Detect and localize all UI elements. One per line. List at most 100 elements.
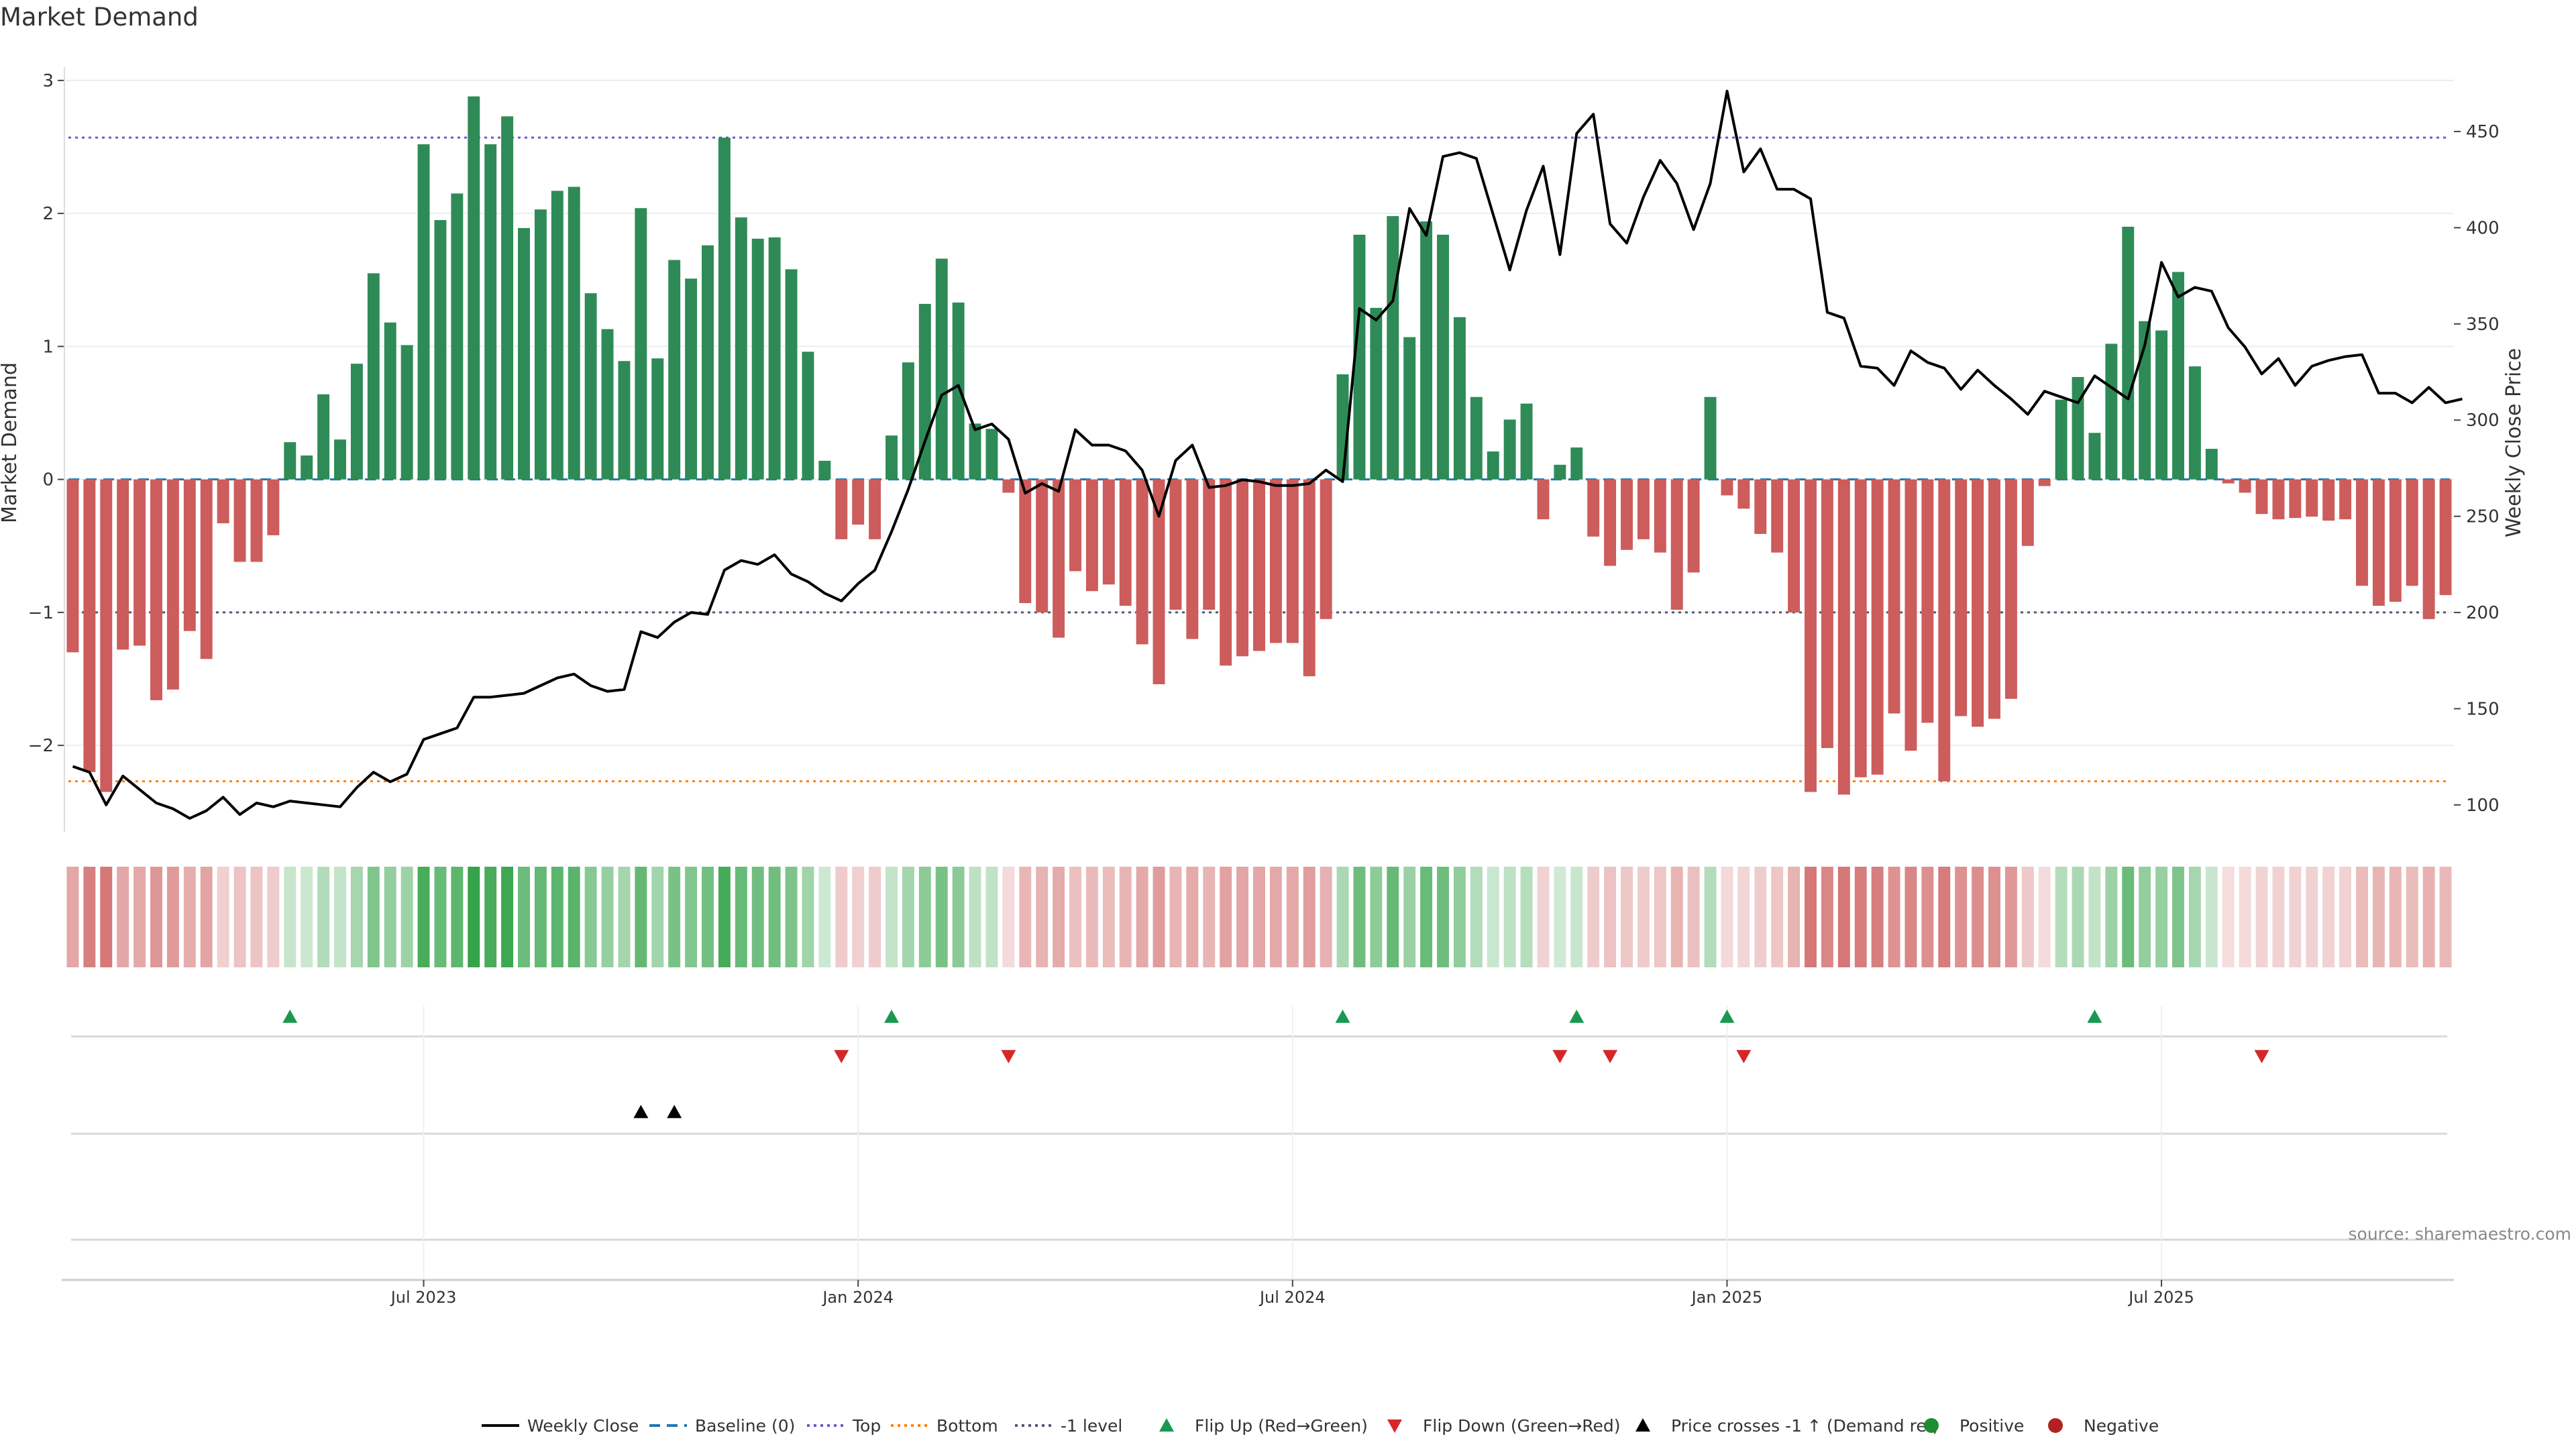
heat-strip-cell <box>935 867 948 967</box>
demand-bar <box>1570 447 1583 480</box>
price-cross-marker <box>633 1105 649 1118</box>
heat-strip-cell <box>1286 867 1299 967</box>
legend-item-label: Bottom <box>936 1416 998 1436</box>
demand-bar <box>618 361 631 480</box>
heat-strip-cell <box>1670 867 1683 967</box>
demand-bar <box>735 217 747 480</box>
heat-strip-cell <box>1169 867 1182 967</box>
heat-strip-cell <box>1119 867 1132 967</box>
heat-strip-cell <box>384 867 396 967</box>
x-tick-label: Jul 2024 <box>1258 1288 1326 1307</box>
x-tick-label: Jul 2025 <box>2127 1288 2194 1307</box>
heat-strip-cell <box>718 867 731 967</box>
demand-bar <box>468 96 480 480</box>
heat-strip-cell <box>2406 867 2418 967</box>
demand-bar <box>1921 479 1934 723</box>
demand-bar <box>1854 479 1867 777</box>
heat-strip-cell <box>1336 867 1349 967</box>
demand-bar <box>1754 479 1767 534</box>
heat-strip-cell <box>1470 867 1483 967</box>
demand-bar <box>785 269 798 480</box>
demand-bar <box>1721 479 1733 496</box>
demand-bar <box>1871 479 1884 775</box>
heat-strip-cell <box>417 867 430 967</box>
demand-bars <box>66 96 2452 795</box>
x-tick-label: Jan 2024 <box>821 1288 894 1307</box>
y-axis-label-left: Market Demand <box>0 362 21 523</box>
heat-strip-cell <box>1621 867 1633 967</box>
flip-down-marker <box>2254 1050 2269 1063</box>
demand-bar <box>1253 479 1265 651</box>
heat-strip-cell <box>2021 867 2034 967</box>
heat-strip-cell <box>1737 867 1750 967</box>
heat-strip-cell <box>551 867 564 967</box>
demand-bar <box>2172 272 2184 480</box>
x-axis: Jul 2023 Jan 2024 Jul 2024 Jan 2025 Jul 2025 <box>62 1279 2454 1307</box>
heat-strip-cell <box>2306 867 2318 967</box>
heat-strip-cell <box>969 867 981 967</box>
demand-bar <box>534 209 547 480</box>
demand-bar <box>1269 479 1282 643</box>
demand-bar <box>1470 396 1483 480</box>
demand-bar <box>400 345 413 480</box>
heat-strip-cell <box>1019 867 1032 967</box>
demand-bar <box>518 227 530 480</box>
heat-strip-cell <box>1704 867 1717 967</box>
heat-strip-cell <box>601 867 614 967</box>
demand-bar <box>1119 479 1132 606</box>
heat-strip-cell <box>100 867 113 967</box>
heat-strip-cell <box>2389 867 2402 967</box>
demand-bar <box>1621 479 1633 550</box>
demand-bar <box>66 479 79 653</box>
weekly-close-line-group <box>72 89 2463 820</box>
demand-bar <box>1587 479 1600 537</box>
heat-strip-cell <box>2055 867 2068 967</box>
heat-strip-cell <box>2105 867 2118 967</box>
heat-strip-cell <box>1403 867 1416 967</box>
demand-bar <box>818 460 831 480</box>
demand-bar <box>1453 317 1466 480</box>
demand-bar <box>702 245 714 480</box>
heat-strip-cell <box>2088 867 2101 967</box>
heat-strip-cell <box>1921 867 1934 967</box>
heat-strip-cell <box>217 867 229 967</box>
heat-strip-cell <box>1069 867 1081 967</box>
heat-strip-cell <box>1186 867 1199 967</box>
legend-item-label: Top <box>852 1416 881 1436</box>
demand-bar <box>2389 479 2402 602</box>
flip-down-marker <box>1603 1050 1618 1063</box>
demand-bar <box>718 138 731 480</box>
y-tick-label-left: 1 <box>42 337 54 357</box>
y-tick-label-left: 0 <box>42 470 54 490</box>
legend-item: Negative <box>2048 1416 2159 1436</box>
heat-strip-cell <box>1805 867 1817 967</box>
demand-bar <box>568 186 580 480</box>
demand-bar <box>417 144 430 480</box>
chart-title: Market Demand <box>0 3 199 32</box>
heat-strip-cell <box>1871 867 1884 967</box>
demand-bar <box>852 479 865 525</box>
heat-strip-cell <box>1721 867 1733 967</box>
demand-bar <box>2072 377 2084 480</box>
demand-bar <box>217 479 229 524</box>
demand-bar <box>2021 479 2034 546</box>
demand-bar <box>1637 479 1650 539</box>
y-tick-label-right: 150 <box>2466 699 2500 719</box>
heat-strip-cell <box>518 867 530 967</box>
legend-item: Weekly Close <box>482 1416 639 1436</box>
legend-item-label: Baseline (0) <box>695 1416 795 1436</box>
demand-bar <box>1136 479 1148 645</box>
demand-bar <box>635 208 647 480</box>
heat-strip-cell <box>334 867 346 967</box>
legend-item: Baseline (0) <box>649 1416 795 1436</box>
flip-up-marker <box>1335 1010 1350 1023</box>
flip-up-marker <box>1719 1010 1735 1023</box>
heat-strip-cell <box>685 867 698 967</box>
y-tick-label-left: −2 <box>28 736 54 756</box>
heat-strip-cell <box>1788 867 1801 967</box>
y-axis-label-right: Weekly Close Price <box>2502 348 2526 537</box>
demand-bar <box>451 193 464 480</box>
demand-bar <box>2406 479 2418 586</box>
price-cross-marker <box>667 1105 682 1118</box>
heat-strip-cell <box>166 867 179 967</box>
